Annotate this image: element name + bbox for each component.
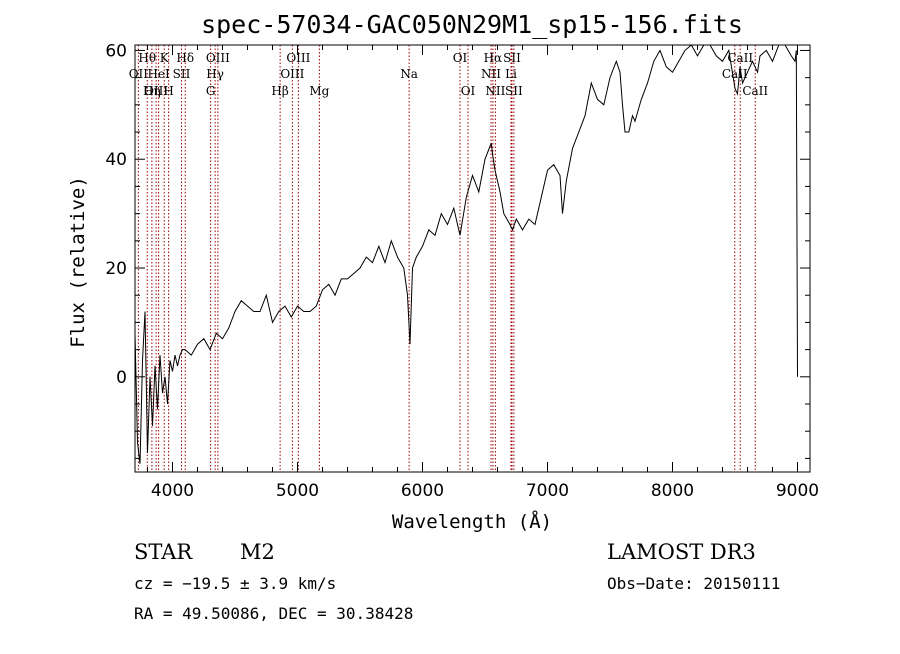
x-tick-label: 9000 (776, 481, 819, 501)
spectral-line-label: SII (173, 67, 191, 81)
x-axis-ticks: 4000 5000 6000 7000 8000 9000 (147, 45, 819, 501)
y-tick-label: 20 (105, 259, 127, 279)
x-tick-label: 5000 (276, 481, 319, 501)
spectral-line-label: CaII (742, 84, 768, 98)
survey-name: LAMOST DR3 (607, 540, 756, 564)
spectral-line-label: H (163, 84, 173, 98)
x-tick-label: 4000 (151, 481, 194, 501)
spectral-line-label: Hδ (176, 51, 194, 65)
chart-title: spec-57034-GAC050N29M1_sp15-156.fits (201, 10, 743, 39)
spectral-line-label: Mg (309, 84, 329, 98)
spectral-line-label: Hα (484, 51, 503, 65)
spectral-line-label: Hθ (138, 51, 156, 65)
spectrum-series-line (134, 44, 798, 464)
spectral-line-label: Na (400, 67, 418, 81)
coordinates: RA = 49.50086, DEC = 30.38428 (134, 604, 413, 623)
spectral-line-label: CaII (727, 51, 753, 65)
plot-frame (134, 44, 811, 473)
spectral-line-label: OIII (206, 51, 230, 65)
spectral-line-label: NII (481, 67, 501, 81)
spectral-line-label: K (160, 51, 170, 65)
spectral-line-label: Hη (143, 84, 161, 98)
y-axis-ticks: 0 20 40 60 (105, 41, 810, 459)
y-tick-label: 0 (116, 368, 127, 388)
spectral-line-label: Hβ (271, 84, 288, 98)
spectral-line-label: OIII (280, 67, 304, 81)
spectral-line-label: Li (505, 67, 517, 81)
spectral-line-label: OI (453, 51, 468, 65)
spectral-line-label: G (206, 84, 216, 98)
y-axis-label: Flux (relative) (67, 176, 89, 348)
spectral-line-label: OI (461, 84, 476, 98)
spectral-line-label: OIII (286, 51, 310, 65)
redshift-readout: cz = −19.5 ± 3.9 km/s (134, 574, 336, 593)
x-axis-label: Wavelength (Å) (392, 510, 552, 533)
y-tick-label: 60 (105, 41, 127, 61)
spectral-line-markers (137, 45, 756, 472)
spectral-line-label: NII (485, 84, 505, 98)
object-class: STAR (134, 540, 193, 564)
spectral-line-label: OIII (144, 84, 168, 98)
x-tick-label: 7000 (526, 481, 569, 501)
spectral-line-label: SII (503, 51, 521, 65)
y-tick-label: 40 (105, 150, 127, 170)
x-tick-label: 8000 (651, 481, 694, 501)
spectral-line-label: Hγ (206, 67, 224, 81)
spectral-line-label: OII (129, 67, 149, 81)
object-subclass: M2 (240, 540, 275, 564)
spectral-line-label: HeI (147, 67, 170, 81)
obs-date: Obs−Date: 20150111 (607, 574, 780, 593)
spectral-line-label: SII (505, 84, 523, 98)
x-tick-label: 6000 (401, 481, 444, 501)
